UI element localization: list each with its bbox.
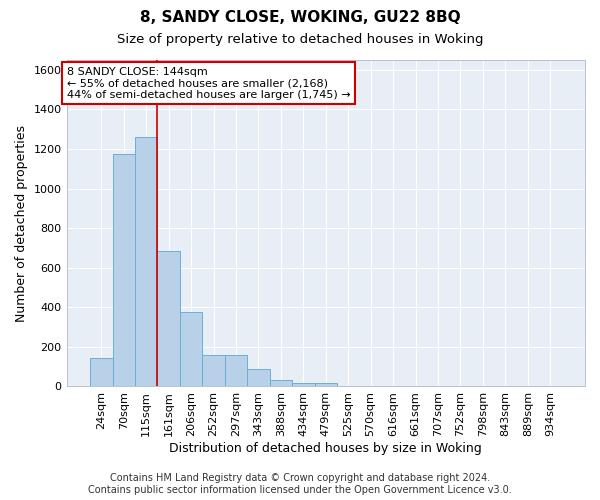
Bar [157, 251, 180, 386]
X-axis label: Distribution of detached houses by size in Woking: Distribution of detached houses by size … [169, 442, 482, 455]
Text: Contains HM Land Registry data © Crown copyright and database right 2024.
Contai: Contains HM Land Registry data © Crown c… [88, 474, 512, 495]
Bar [180, 312, 202, 386]
Y-axis label: Number of detached properties: Number of detached properties [15, 124, 28, 322]
Bar [269, 380, 292, 386]
Bar [135, 137, 157, 386]
Bar [247, 368, 269, 386]
Bar [314, 384, 337, 386]
Bar [292, 382, 314, 386]
Text: 8, SANDY CLOSE, WOKING, GU22 8BQ: 8, SANDY CLOSE, WOKING, GU22 8BQ [140, 10, 460, 25]
Bar [225, 355, 247, 386]
Bar [90, 358, 113, 386]
Text: Size of property relative to detached houses in Woking: Size of property relative to detached ho… [117, 32, 483, 46]
Bar [113, 154, 135, 386]
Bar [202, 355, 225, 386]
Text: 8 SANDY CLOSE: 144sqm
← 55% of detached houses are smaller (2,168)
44% of semi-d: 8 SANDY CLOSE: 144sqm ← 55% of detached … [67, 66, 350, 100]
